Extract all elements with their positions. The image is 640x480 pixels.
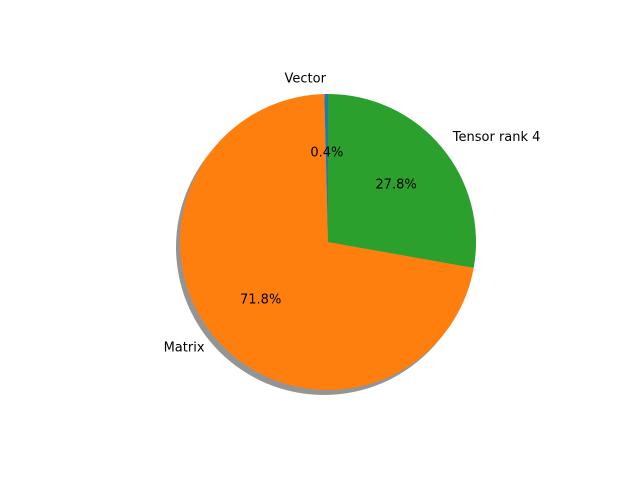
pie-slices <box>180 94 476 390</box>
slice-label-tensor-rank-4: Tensor rank 4 <box>452 130 541 145</box>
pie-slice-tensor-rank-4 <box>328 94 476 268</box>
pie-slice-matrix <box>180 94 474 390</box>
slice-label-vector: Vector <box>285 72 327 87</box>
pct-label-vector: 0.4% <box>310 146 343 161</box>
pie-slice-vector <box>324 94 328 242</box>
pct-label-tensor-rank-4: 27.8% <box>375 177 416 192</box>
pct-label-matrix: 71.8% <box>240 292 281 307</box>
slice-label-matrix: Matrix <box>164 341 205 356</box>
pie-labels: Vector 0.4% Matrix 71.8% Tensor rank 4 27.8% <box>164 72 541 356</box>
